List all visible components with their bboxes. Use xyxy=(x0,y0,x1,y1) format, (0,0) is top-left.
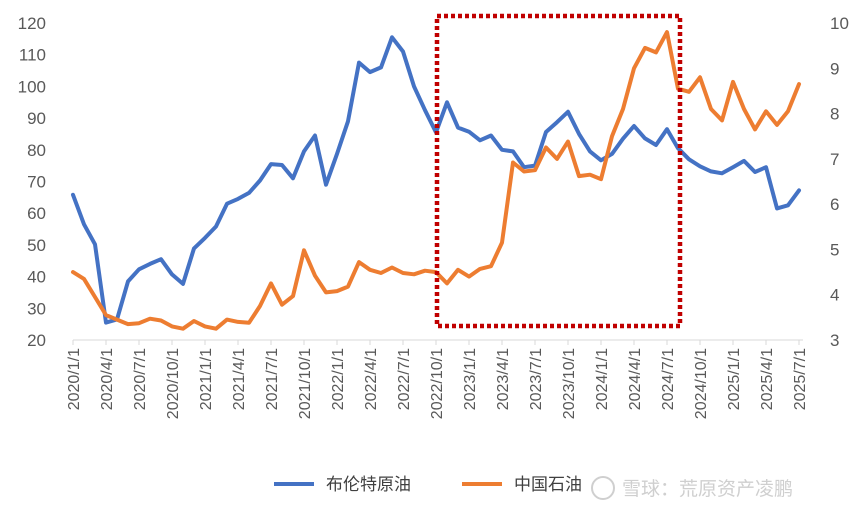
x-tick-label: 2023/7/1 xyxy=(528,348,545,410)
left-tick-label: 80 xyxy=(27,141,46,160)
x-tick-label: 2020/7/1 xyxy=(132,348,149,410)
watermark-logo-icon xyxy=(591,476,615,500)
left-tick-label: 120 xyxy=(18,14,46,33)
legend-label-brent: 布伦特原油 xyxy=(326,475,411,495)
x-tick-label: 2024/1/1 xyxy=(594,348,611,410)
x-tick-label: 2020/1/1 xyxy=(66,348,83,410)
left-tick-label: 110 xyxy=(19,46,46,65)
right-tick-label: 7 xyxy=(830,150,839,169)
watermark: 雪球：荒原资产凌鹏 xyxy=(591,476,793,500)
x-tick-label: 2023/4/1 xyxy=(495,348,512,410)
left-tick-label: 20 xyxy=(27,331,46,350)
legend-label-petrochina: 中国石油 xyxy=(514,475,582,495)
x-tick-label: 2020/4/1 xyxy=(99,348,116,410)
left-axis-ticks: 20 30 40 50 60 70 80 90 100 110 120 xyxy=(18,14,46,350)
left-tick-label: 30 xyxy=(27,299,46,318)
right-tick-label: 8 xyxy=(830,105,839,124)
x-tick-label: 2022/10/1 xyxy=(429,348,446,419)
x-tick-label: 2023/10/1 xyxy=(561,348,578,419)
x-tick-label: 2021/10/1 xyxy=(297,348,314,419)
x-tick-label: 2021/7/1 xyxy=(264,348,281,410)
x-tick-label: 2025/1/1 xyxy=(726,348,743,410)
left-tick-label: 60 xyxy=(27,204,46,223)
right-axis-ticks: 3 4 5 6 7 8 9 10 xyxy=(830,14,849,350)
left-tick-label: 100 xyxy=(18,77,46,96)
right-tick-label: 10 xyxy=(830,14,849,33)
x-tick-label: 2022/1/1 xyxy=(330,348,347,410)
left-tick-label: 90 xyxy=(27,109,46,128)
x-tick-label: 2024/4/1 xyxy=(627,348,644,410)
right-tick-label: 4 xyxy=(830,286,839,305)
left-tick-label: 70 xyxy=(27,173,46,192)
x-tick-label: 2024/7/1 xyxy=(660,348,677,410)
x-tick-label: 2025/7/1 xyxy=(792,348,809,410)
right-tick-label: 6 xyxy=(830,195,839,214)
x-tick-label: 2021/4/1 xyxy=(231,348,248,410)
x-tick-label: 2022/7/1 xyxy=(396,348,413,410)
watermark-text: 雪球：荒原资产凌鹏 xyxy=(622,478,793,500)
left-tick-label: 50 xyxy=(27,236,46,255)
x-tick-label: 2021/1/1 xyxy=(198,348,215,410)
x-tick-label: 2023/1/1 xyxy=(462,348,479,410)
right-tick-label: 5 xyxy=(830,240,839,259)
x-axis-ticks: 2020/1/1 2020/4/1 2020/7/1 2020/10/1 2021/1/… xyxy=(66,340,809,419)
legend: 布伦特原油 中国石油 xyxy=(274,475,582,495)
highlight-box xyxy=(434,13,683,329)
x-tick-label: 2022/4/1 xyxy=(363,348,380,410)
x-tick-label: 2020/10/1 xyxy=(165,348,182,419)
right-tick-label: 9 xyxy=(830,59,839,78)
x-tick-label: 2025/4/1 xyxy=(759,348,776,410)
x-tick-label: 2024/10/1 xyxy=(693,348,710,419)
left-tick-label: 40 xyxy=(27,268,46,287)
right-tick-label: 3 xyxy=(830,331,839,350)
